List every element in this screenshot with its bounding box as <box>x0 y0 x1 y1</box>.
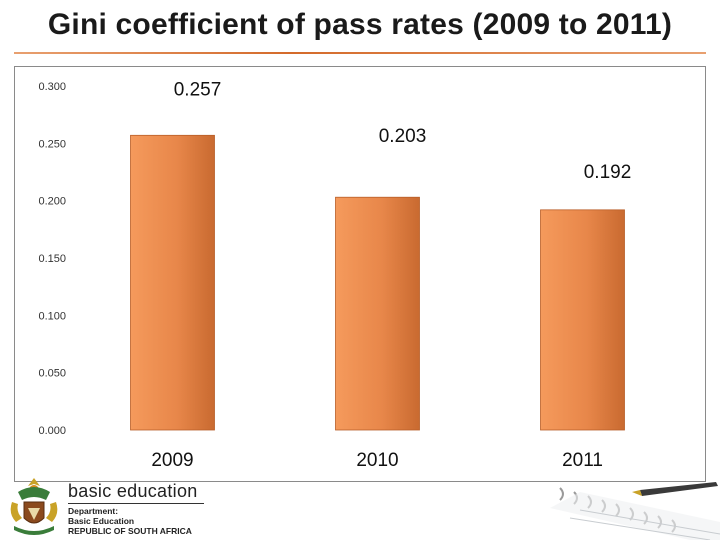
y-tick-label: 0.300 <box>38 81 66 93</box>
x-tick-label: 2011 <box>562 450 603 471</box>
pen-notebook-icon <box>550 482 720 540</box>
bar-2011 <box>540 209 625 431</box>
logo-main-text: basic education <box>68 481 198 501</box>
x-tick-label: 2010 <box>356 450 398 471</box>
coat-of-arms-icon <box>10 478 58 535</box>
dept-line-2: Basic Education <box>68 515 135 526</box>
y-tick-label: 0.000 <box>38 425 66 437</box>
page-title: Gini coefficient of pass rates (2009 to … <box>47 8 673 41</box>
x-tick-label: 2009 <box>151 450 193 471</box>
y-tick-label: 0.250 <box>38 138 66 150</box>
department-logo: basic education Department: Basic Educat… <box>68 481 204 536</box>
country-name: REPUBLIC OF SOUTH AFRICA <box>68 526 192 536</box>
title-divider <box>14 52 706 54</box>
bar-2010 <box>335 196 420 431</box>
y-tick-label: 0.150 <box>38 253 66 265</box>
bar-2009 <box>130 134 215 431</box>
data-label: 0.203 <box>379 126 427 147</box>
y-tick-label: 0.100 <box>38 310 66 322</box>
dept-line-1: Department: <box>68 506 119 516</box>
y-tick-label: 0.200 <box>38 196 66 208</box>
y-tick-label: 0.050 <box>38 368 66 380</box>
data-label: 0.257 <box>174 79 222 100</box>
data-label: 0.192 <box>584 162 632 183</box>
logo-divider <box>68 503 204 504</box>
